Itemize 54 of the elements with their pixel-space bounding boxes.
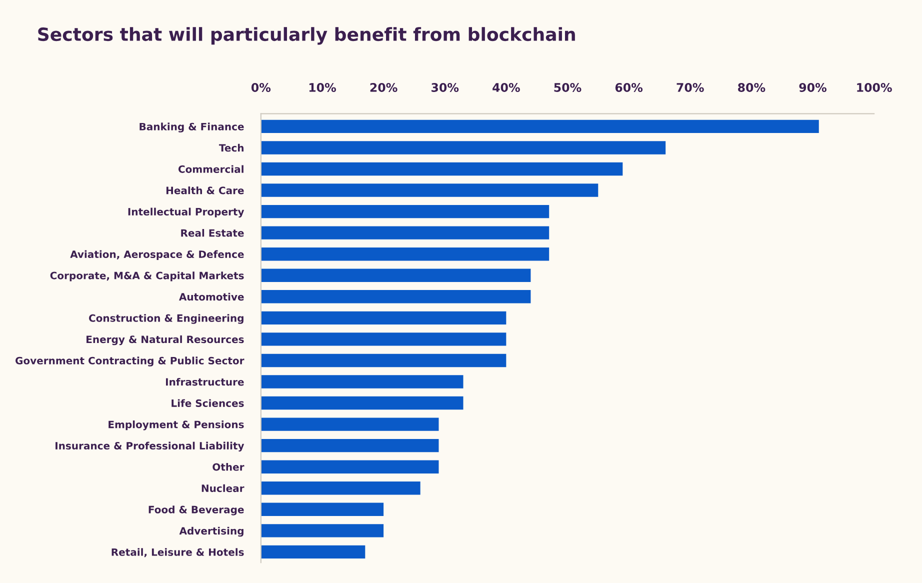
x-tick-label: 10% (309, 83, 336, 92)
y-tick-label: Banking & Finance (140, 122, 244, 132)
y-tick-label: Life Sciences (172, 399, 244, 407)
bar (260, 524, 384, 538)
y-tick-label: Energy & Natural Resources (86, 335, 244, 346)
y-tick-label: Aviation, Aerospace & Defence (70, 250, 244, 260)
x-tick-label: 100% (857, 83, 892, 92)
bar (260, 354, 506, 368)
x-tick-label: 0% (251, 83, 271, 92)
y-tick-label: Construction & Engineering (88, 314, 244, 324)
y-tick-label: Corporate, M&A & Capital Markets (50, 272, 244, 282)
chart-title: Sectors that will particularly benefit from blockchain (38, 27, 575, 45)
bar (260, 545, 366, 559)
y-tick-label: Other (212, 463, 244, 471)
y-tick-label: Intellectual Property (128, 208, 244, 218)
y-tick-label: Tech (218, 144, 244, 152)
bar (260, 120, 819, 134)
bar (260, 396, 464, 410)
x-tick-label: 30% (432, 83, 459, 92)
bar (260, 248, 550, 261)
x-tick-label: 80% (738, 83, 766, 92)
bar (260, 482, 420, 495)
y-tick-label: Food & Beverage (148, 506, 244, 516)
x-tick-label: 40% (492, 83, 520, 92)
y-tick-label: Advertising (179, 526, 244, 537)
x-tick-label: 70% (676, 83, 704, 92)
y-tick-label: Real Estate (181, 229, 244, 237)
bar (260, 375, 464, 388)
bar (260, 226, 550, 240)
y-tick-label: Government Contracting & Public Sector (15, 356, 244, 366)
bar (260, 141, 666, 154)
x-tick-label: 20% (370, 83, 398, 92)
bar (260, 204, 550, 218)
y-tick-label: Infrastructure (166, 378, 244, 386)
x-tick-label: 90% (799, 83, 826, 92)
bar (260, 162, 623, 176)
bar (260, 438, 439, 452)
bar (260, 311, 506, 325)
x-tick-label: 60% (615, 83, 643, 92)
bar (260, 290, 531, 304)
bar (260, 268, 531, 282)
bar (260, 332, 506, 346)
y-tick-label: Nuclear (202, 484, 244, 492)
bar (260, 502, 384, 516)
y-tick-label: Employment & Pensions (108, 420, 244, 430)
bar (260, 418, 439, 431)
bar (260, 184, 598, 197)
y-tick-label: Insurance & Professional Liability (56, 442, 244, 452)
y-tick-label: Retail, Leisure & Hotels (112, 548, 244, 558)
y-tick-label: Commercial (178, 165, 244, 173)
bar (260, 460, 439, 474)
y-tick-label: Automotive (179, 292, 244, 301)
y-tick-label: Health & Care (166, 186, 244, 194)
x-tick-label: 50% (554, 83, 582, 92)
